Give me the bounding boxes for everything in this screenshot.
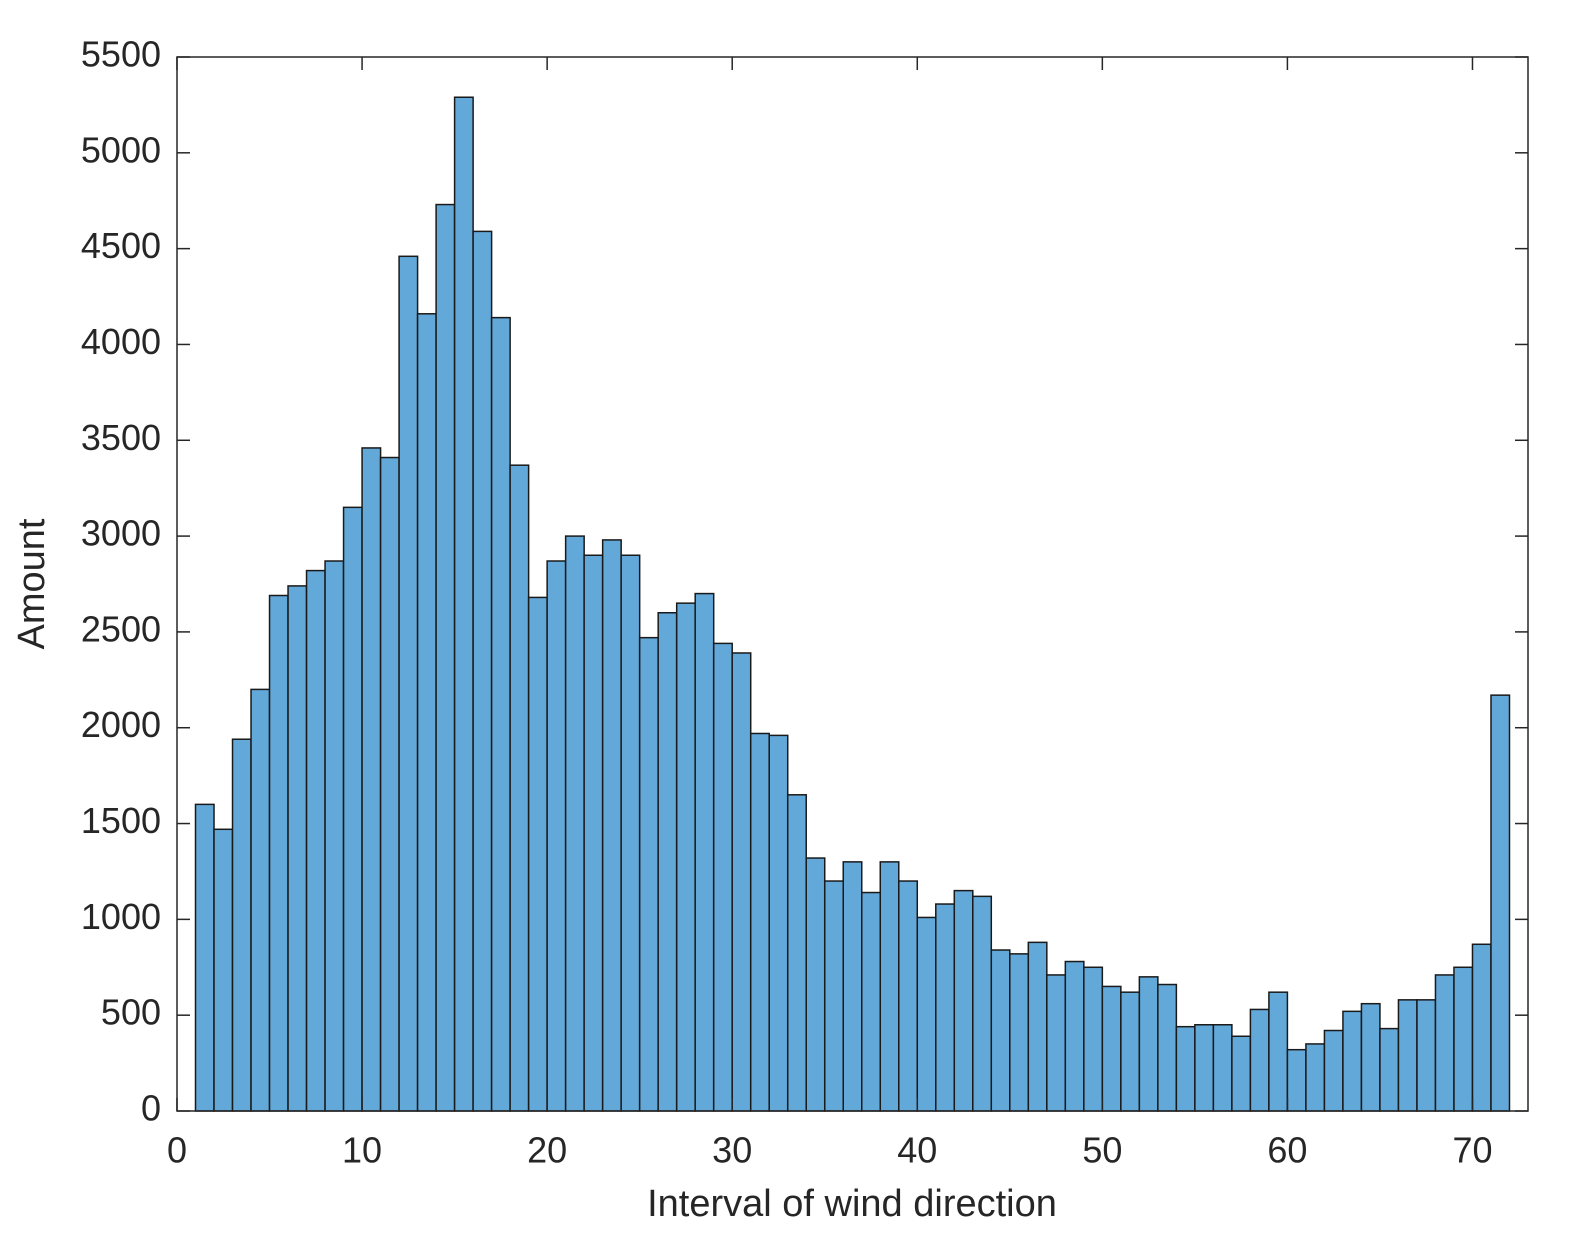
bar bbox=[638, 636, 659, 1112]
bar bbox=[268, 594, 289, 1112]
bar bbox=[1434, 974, 1455, 1112]
bar bbox=[1416, 999, 1437, 1112]
bar bbox=[1231, 1035, 1252, 1112]
bar bbox=[1175, 1025, 1196, 1112]
bar bbox=[712, 642, 733, 1112]
x-tick-label: 20 bbox=[527, 1130, 567, 1171]
bar bbox=[1305, 1043, 1326, 1112]
bar bbox=[361, 447, 382, 1112]
bar bbox=[527, 596, 548, 1112]
bar bbox=[1138, 976, 1159, 1112]
bar bbox=[972, 895, 993, 1112]
bar bbox=[194, 803, 215, 1112]
y-tick-label: 1500 bbox=[81, 800, 161, 841]
bar bbox=[786, 794, 807, 1112]
bar bbox=[861, 891, 882, 1112]
y-tick-label: 3500 bbox=[81, 417, 161, 458]
bar bbox=[694, 592, 715, 1112]
bar bbox=[1120, 991, 1141, 1112]
bar bbox=[935, 903, 956, 1112]
y-tick-label: 4000 bbox=[81, 321, 161, 362]
bar bbox=[1064, 960, 1085, 1112]
x-tick-label: 70 bbox=[1452, 1130, 1492, 1171]
y-tick-label: 500 bbox=[101, 992, 161, 1033]
y-axis-title: Amount bbox=[11, 518, 53, 649]
x-tick-label: 50 bbox=[1082, 1130, 1122, 1171]
y-tick-label: 0 bbox=[141, 1088, 161, 1129]
y-tick-label: 1000 bbox=[81, 896, 161, 937]
bar bbox=[1490, 694, 1511, 1112]
y-tick-label: 5000 bbox=[81, 129, 161, 170]
bar bbox=[231, 738, 252, 1112]
bar bbox=[250, 688, 271, 1112]
bar bbox=[509, 464, 530, 1112]
bar bbox=[842, 861, 863, 1112]
x-axis-title: Interval of wind direction bbox=[647, 1183, 1057, 1225]
bar bbox=[1397, 999, 1418, 1112]
y-tick-label: 3000 bbox=[81, 513, 161, 554]
bar bbox=[601, 539, 622, 1112]
x-tick-label: 10 bbox=[342, 1130, 382, 1171]
plot-frame bbox=[176, 56, 1529, 1112]
bar bbox=[1046, 974, 1067, 1112]
y-tick-label: 4500 bbox=[81, 225, 161, 266]
bar bbox=[953, 889, 974, 1112]
bar bbox=[1212, 1024, 1233, 1112]
bar bbox=[564, 535, 585, 1112]
x-tick-label: 0 bbox=[167, 1130, 187, 1171]
bar bbox=[749, 732, 770, 1112]
bar bbox=[490, 316, 511, 1112]
bar bbox=[990, 949, 1011, 1112]
bar bbox=[1157, 983, 1178, 1112]
bar bbox=[1342, 1010, 1363, 1112]
bar bbox=[324, 560, 345, 1112]
bar bbox=[805, 857, 826, 1112]
bar bbox=[453, 96, 474, 1112]
bar bbox=[1083, 966, 1104, 1112]
bar bbox=[675, 602, 696, 1112]
bar bbox=[898, 880, 919, 1112]
bar bbox=[546, 560, 567, 1112]
bar bbox=[1249, 1008, 1270, 1112]
bar bbox=[823, 880, 844, 1112]
x-tick-label: 40 bbox=[897, 1130, 937, 1171]
bar bbox=[1009, 953, 1030, 1112]
bar bbox=[620, 554, 641, 1112]
bar bbox=[657, 611, 678, 1112]
bar bbox=[379, 456, 400, 1112]
bar bbox=[1101, 985, 1122, 1112]
bar bbox=[213, 828, 234, 1112]
bar bbox=[879, 861, 900, 1112]
bar bbox=[1360, 1002, 1381, 1112]
bar bbox=[416, 313, 437, 1112]
bar bbox=[472, 230, 493, 1112]
bar bbox=[1194, 1024, 1215, 1112]
x-tick-label: 60 bbox=[1267, 1130, 1307, 1171]
y-tick-label: 2500 bbox=[81, 608, 161, 649]
y-tick-label: 5500 bbox=[81, 34, 161, 75]
bar bbox=[583, 554, 604, 1112]
bar bbox=[1286, 1048, 1307, 1112]
bar bbox=[1323, 1029, 1344, 1112]
bar bbox=[731, 652, 752, 1112]
bar bbox=[1027, 941, 1048, 1112]
bar bbox=[342, 506, 363, 1112]
bar bbox=[916, 916, 937, 1112]
bar bbox=[305, 569, 326, 1112]
bar bbox=[1268, 991, 1289, 1112]
y-tick-label: 2000 bbox=[81, 704, 161, 745]
bar bbox=[287, 585, 308, 1112]
bar bbox=[1471, 943, 1492, 1112]
bar bbox=[1379, 1027, 1400, 1112]
bar bbox=[435, 203, 456, 1112]
bar bbox=[768, 734, 789, 1112]
bar bbox=[398, 255, 419, 1112]
x-tick-label: 30 bbox=[712, 1130, 752, 1171]
bar bbox=[1453, 966, 1474, 1112]
